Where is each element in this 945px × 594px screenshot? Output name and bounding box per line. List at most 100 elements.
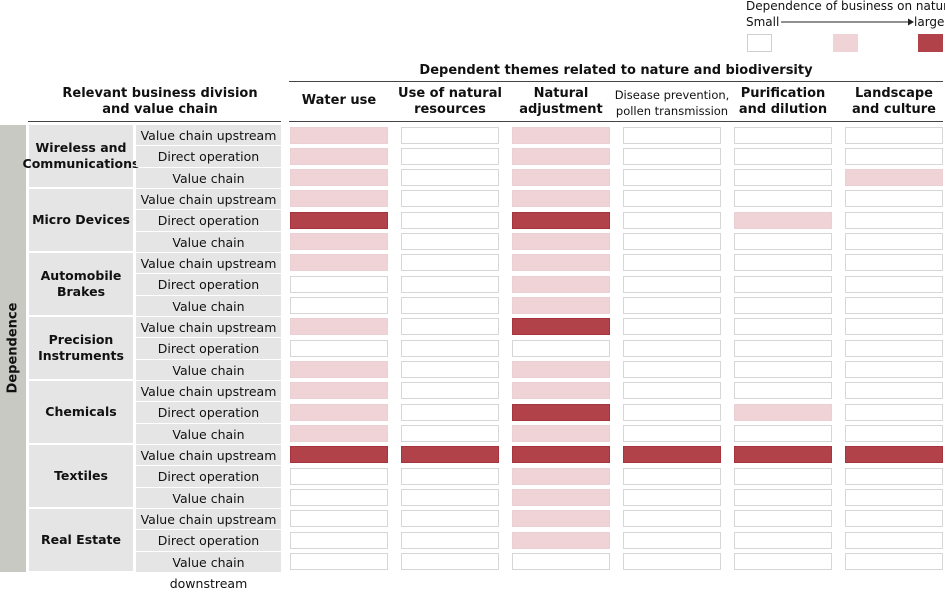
- division-label: Real Estate: [29, 508, 133, 571]
- value-chain-label: Direct operation: [136, 338, 281, 359]
- heatmap-cell: [512, 211, 610, 229]
- dependence-label: Dependence: [5, 302, 21, 394]
- value-chain-label: Value chain upstream: [136, 508, 281, 530]
- heatmap-cell: [845, 126, 943, 144]
- heatmap-cell: [512, 382, 610, 400]
- heatmap-cell: [623, 169, 721, 187]
- heatmap-cell: [401, 339, 499, 357]
- heatmap-cell: [845, 531, 943, 549]
- division-label-text: Precision Instruments: [38, 332, 124, 364]
- heatmap-cell: [623, 467, 721, 485]
- heatmap-cell: [845, 510, 943, 528]
- column-header-4: Purification and dilution: [723, 86, 843, 118]
- heatmap-cell: [401, 467, 499, 485]
- heatmap-cell: [623, 275, 721, 293]
- heatmap-cell: [512, 489, 610, 507]
- division-label: Micro Devices: [29, 188, 133, 251]
- division-label: Textiles: [29, 444, 133, 507]
- columns-title-rule: [289, 81, 943, 82]
- heatmap-cell: [401, 510, 499, 528]
- value-chain-label: Value chain downstream: [136, 167, 281, 207]
- division-label-line: Textiles: [54, 467, 108, 483]
- heatmap-cell: [623, 553, 721, 571]
- heatmap-cell: [290, 147, 388, 165]
- column-header-1-line-0: Use of natural: [398, 86, 502, 101]
- heatmap-cell: [845, 339, 943, 357]
- value-chain-label: Direct operation: [136, 210, 281, 231]
- value-chain-label: Value chain downstream: [136, 231, 281, 271]
- heatmap-cell: [401, 297, 499, 315]
- heatmap-cell: [512, 147, 610, 165]
- heatmap-cell: [401, 425, 499, 443]
- heatmap-cell: [290, 403, 388, 421]
- value-chain-label: Value chain upstream: [136, 252, 281, 274]
- heatmap-cell: [512, 275, 610, 293]
- division-label: Wireless and Communications: [23, 125, 139, 187]
- legend-swatch-2: [918, 34, 943, 52]
- heatmap-cell: [845, 275, 943, 293]
- heatmap-cell: [845, 190, 943, 208]
- heatmap-cell: [512, 169, 610, 187]
- heatmap-cell: [512, 318, 610, 336]
- heatmap-cell: [623, 254, 721, 272]
- column-header-2-line-0: Natural: [533, 86, 589, 101]
- heatmap-cell: [623, 403, 721, 421]
- heatmap-cell: [845, 361, 943, 379]
- heatmap-cell: [290, 510, 388, 528]
- heatmap-cell: [290, 275, 388, 293]
- heatmap-cell: [290, 318, 388, 336]
- value-chain-label: Value chain downstream: [136, 359, 281, 399]
- heatmap-cell: [734, 361, 832, 379]
- heatmap-cell: [734, 254, 832, 272]
- heatmap-cell: [512, 446, 610, 464]
- value-chain-label: Direct operation: [136, 466, 281, 487]
- heatmap-cell: [290, 297, 388, 315]
- heatmap-cell: [734, 425, 832, 443]
- value-chain-label: Value chain downstream: [136, 551, 281, 591]
- heatmap-cell: [845, 446, 943, 464]
- heatmap-cell: [401, 190, 499, 208]
- heatmap-cell: [512, 190, 610, 208]
- heatmap-cell: [401, 126, 499, 144]
- heatmap-cell: [845, 489, 943, 507]
- heatmap-cell: [512, 254, 610, 272]
- division-label-line: Precision: [48, 331, 114, 347]
- division-label-text: Wireless and Communications: [23, 140, 140, 172]
- heatmap-cell: [512, 531, 610, 549]
- heatmap-cell: [512, 339, 610, 357]
- heatmap-cell: [623, 233, 721, 251]
- heatmap-cell: [623, 510, 721, 528]
- heatmap-cell: [290, 531, 388, 549]
- heatmap-cell: [623, 489, 721, 507]
- heatmap-cell: [734, 233, 832, 251]
- legend-swatch-1: [833, 34, 858, 52]
- heatmap-cell: [401, 211, 499, 229]
- heatmap-cell: [734, 510, 832, 528]
- legend-small-label: Small: [746, 15, 780, 29]
- column-header-5-line-0: Landscape: [855, 86, 933, 101]
- heatmap-cell: [290, 339, 388, 357]
- heatmap-cell: [845, 233, 943, 251]
- heatmap-cell: [623, 190, 721, 208]
- heatmap-cell: [290, 489, 388, 507]
- heatmap-cell: [734, 147, 832, 165]
- heatmap-cell: [401, 531, 499, 549]
- column-header-3-line-0: Disease prevention,: [614, 88, 730, 102]
- columns-title: Dependent themes related to nature and b…: [419, 63, 813, 78]
- heatmap-cell: [401, 446, 499, 464]
- division-label-line: Brakes: [56, 283, 106, 299]
- heatmap-cell: [401, 361, 499, 379]
- heatmap-cell: [623, 361, 721, 379]
- value-chain-label: Value chain downstream: [136, 295, 281, 335]
- value-chain-label: Value chain upstream: [136, 316, 281, 338]
- heatmap-cell: [401, 553, 499, 571]
- heatmap-cell: [290, 233, 388, 251]
- heatmap-cell: [734, 339, 832, 357]
- heatmap-cell: [290, 361, 388, 379]
- heatmap-cell: [290, 553, 388, 571]
- division-label-line: Wireless and: [35, 139, 127, 155]
- division-label-text: Chemicals: [45, 404, 116, 420]
- heatmap-cell: [734, 318, 832, 336]
- heatmap-cell: [512, 297, 610, 315]
- heatmap-cell: [845, 382, 943, 400]
